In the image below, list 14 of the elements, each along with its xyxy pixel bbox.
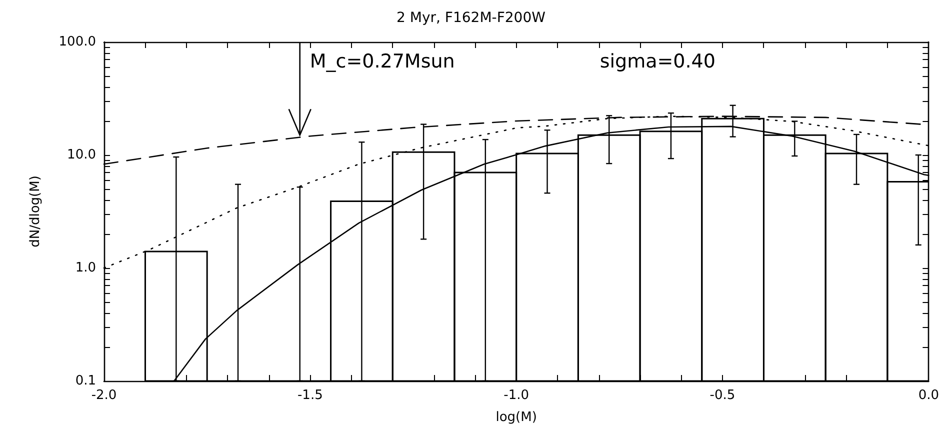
x-tick-label: -1.5: [297, 388, 323, 403]
x-tick-label: -1.0: [504, 388, 530, 403]
y-tick-label: 10.0: [67, 148, 96, 162]
y-axis-title: dN/dlog(M): [28, 176, 43, 248]
chart-title: 2 Myr, F162M-F200W: [396, 10, 546, 26]
x-tick-label: 0.0: [918, 388, 940, 403]
y-tick-label: 100.0: [58, 34, 96, 50]
x-tick-label: -0.5: [710, 388, 736, 403]
y-tick-label: 0.1: [75, 374, 96, 388]
x-tick-label: -2.0: [91, 388, 117, 403]
annotation: M_c=0.27Msun: [310, 50, 455, 72]
annotation: sigma=0.40: [600, 50, 716, 72]
x-axis-title: log(M): [496, 410, 537, 425]
y-tick-label: 1.0: [75, 260, 96, 276]
